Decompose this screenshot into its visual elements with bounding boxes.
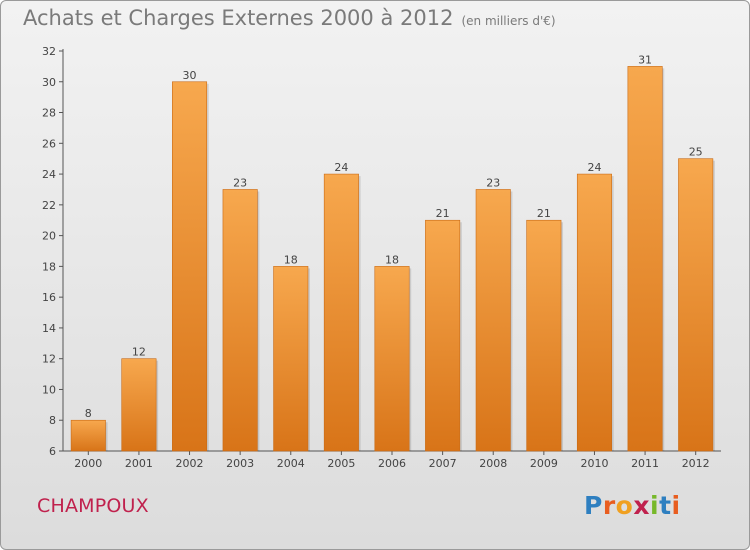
x-tick-label: 2003 — [226, 457, 254, 470]
data-label: 31 — [638, 53, 652, 66]
axes: 6 8 10 12 14 16 18 20 22 24 26 28 30 32 2000 2001 2002 20… — [42, 45, 721, 470]
x-tick-label: 2011 — [631, 457, 659, 470]
logo-letter: i — [650, 491, 660, 520]
data-label: 23 — [486, 176, 500, 189]
bar — [374, 266, 410, 452]
y-tick-label: 8 — [49, 414, 56, 427]
logo-letter: t — [659, 491, 672, 520]
x-tick-label: 2010 — [580, 457, 608, 470]
x-tick-label: 2012 — [682, 457, 710, 470]
data-label: 18 — [284, 253, 298, 266]
commune-name: CHAMPOUX — [37, 495, 149, 517]
bar — [425, 219, 461, 452]
data-label: 8 — [85, 407, 92, 420]
bar — [70, 419, 106, 452]
bar — [526, 219, 562, 452]
chart-title: Achats et Charges Externes 2000 à 2012 — [23, 6, 454, 30]
y-tick-label: 30 — [42, 76, 56, 89]
y-tick-label: 16 — [42, 291, 56, 304]
y-tick-label: 18 — [42, 260, 56, 273]
chart-title-block: Achats et Charges Externes 2000 à 2012 (e… — [23, 6, 556, 30]
bars — [70, 66, 715, 452]
bar — [172, 81, 208, 452]
y-tick-label: 20 — [42, 230, 56, 243]
logo-letter: o — [615, 491, 634, 520]
x-tick-label: 2004 — [277, 457, 305, 470]
bar — [627, 66, 663, 452]
data-label: 24 — [334, 161, 348, 174]
bar — [222, 189, 258, 452]
y-tick-label: 28 — [42, 107, 56, 120]
x-tick-label: 2000 — [74, 457, 102, 470]
x-tick-label: 2008 — [479, 457, 507, 470]
bar — [323, 173, 359, 452]
bar — [678, 158, 714, 452]
x-tick-label: 2006 — [378, 457, 406, 470]
x-tick-label: 2002 — [176, 457, 204, 470]
logo-letter: i — [671, 491, 681, 520]
data-label: 24 — [587, 161, 601, 174]
x-tick-label: 2009 — [530, 457, 558, 470]
y-tick-label: 26 — [42, 137, 56, 150]
logo-letter: r — [602, 491, 616, 520]
data-label: 21 — [537, 207, 551, 220]
y-tick-label: 6 — [49, 445, 56, 458]
bar — [121, 358, 157, 452]
data-label: 30 — [183, 69, 197, 82]
x-tick-label: 2001 — [125, 457, 153, 470]
y-tick-label: 22 — [42, 199, 56, 212]
y-tick-label: 12 — [42, 353, 56, 366]
x-tick-label: 2005 — [327, 457, 355, 470]
bar — [576, 173, 612, 452]
logo-letter: x — [633, 491, 650, 520]
x-tick-label: 2007 — [429, 457, 457, 470]
y-tick-label: 32 — [42, 45, 56, 58]
data-label: 25 — [689, 146, 703, 159]
bar — [475, 189, 511, 452]
y-tick-label: 10 — [42, 383, 56, 396]
logo-letter: P — [584, 491, 603, 520]
proxiti-logo: Proxiti — [584, 491, 681, 520]
data-label: 21 — [436, 207, 450, 220]
chart-unit: (en milliers d'€) — [461, 14, 556, 28]
data-label: 23 — [233, 176, 247, 189]
data-label: 12 — [132, 346, 146, 359]
y-tick-label: 24 — [42, 168, 56, 181]
bar — [273, 266, 309, 452]
y-tick-label: 14 — [42, 322, 56, 335]
data-labels: 8 12 30 23 18 24 18 21 23 21 24 31 25 — [85, 53, 703, 420]
data-label: 18 — [385, 253, 399, 266]
